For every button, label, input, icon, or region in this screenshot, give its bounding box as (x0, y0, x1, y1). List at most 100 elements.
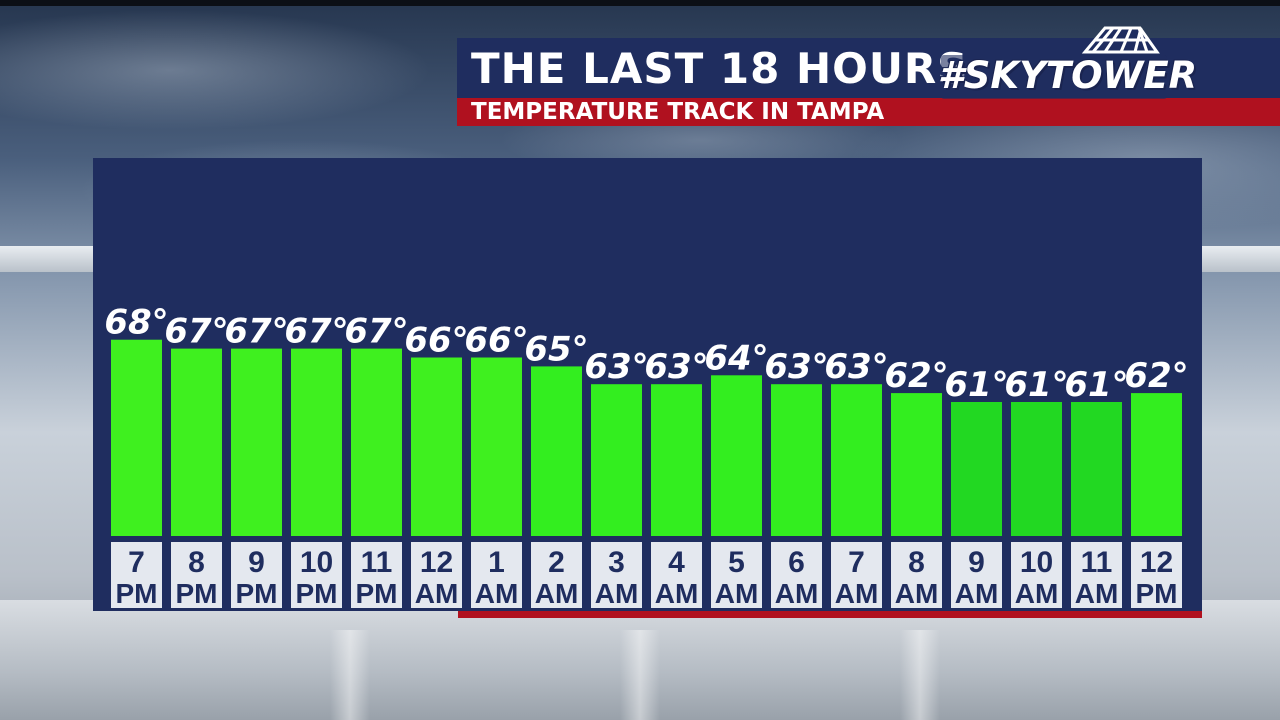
hour-tick-label: 11 (361, 546, 393, 579)
subtitle-banner (457, 98, 1280, 126)
hour-tick-label: 11 (1081, 546, 1113, 579)
temperature-bar (411, 357, 462, 536)
temperature-bar (171, 348, 222, 536)
left-rail (0, 246, 93, 272)
panel-accent-bar (458, 611, 1202, 618)
bar-value-label: 61° (944, 365, 1008, 405)
floor-ridge (330, 630, 370, 720)
meridiem-tick-label: PM (116, 578, 158, 609)
meridiem-tick-label: AM (475, 578, 519, 609)
top-strip (0, 0, 1280, 6)
temperature-bar (951, 402, 1002, 536)
bar-value-label: 64° (704, 338, 768, 378)
temperature-bar (231, 348, 282, 536)
bar-value-label: 67° (224, 312, 288, 352)
meridiem-tick-label: AM (415, 578, 459, 609)
logo-text: #SKYTOWER (938, 54, 1198, 97)
bar-value-label: 63° (764, 347, 828, 387)
meridiem-tick-label: PM (356, 578, 398, 609)
bar-value-label: 67° (284, 312, 348, 352)
hour-label-box (171, 542, 222, 608)
temperature-bar (471, 357, 522, 536)
hour-tick-label: 10 (1020, 546, 1053, 579)
hour-tick-label: 9 (968, 546, 985, 579)
hour-label-box (891, 542, 942, 608)
hour-label-box (1011, 542, 1062, 608)
bar-value-label: 63° (584, 347, 648, 387)
hour-tick-label: 12 (1140, 546, 1173, 579)
meridiem-tick-label: AM (835, 578, 879, 609)
hour-tick-label: 2 (548, 546, 565, 579)
temperature-bar (711, 375, 762, 536)
meridiem-tick-label: AM (1075, 578, 1119, 609)
tower-dome-icon (1081, 26, 1160, 54)
bar-value-label: 66° (464, 321, 528, 361)
floor-ridge (620, 630, 660, 720)
hour-tick-label: 10 (300, 546, 333, 579)
bar-value-label: 68° (104, 303, 168, 343)
bar-value-label: 65° (524, 329, 588, 369)
temperature-bar (891, 393, 942, 536)
temperature-bar (591, 384, 642, 536)
meridiem-tick-label: AM (895, 578, 939, 609)
bar-value-label: 63° (644, 347, 708, 387)
bar-value-label: 62° (884, 356, 948, 396)
hour-label-box (831, 542, 882, 608)
hour-label-box (111, 542, 162, 608)
bar-value-label: 61° (1004, 365, 1068, 405)
temperature-bar (111, 339, 162, 536)
bar-value-label: 67° (344, 312, 408, 352)
hour-tick-label: 8 (188, 546, 205, 579)
hour-tick-label: 9 (248, 546, 265, 579)
hour-tick-label: 7 (848, 546, 865, 579)
floor-ridge (900, 630, 940, 720)
temperature-bar (291, 348, 342, 536)
temperature-bar (771, 384, 822, 536)
hour-tick-label: 7 (128, 546, 145, 579)
skytower-logo-icon (941, 26, 1167, 99)
meridiem-tick-label: AM (1015, 578, 1059, 609)
bar-value-label: 67° (164, 312, 228, 352)
hour-label-box (291, 542, 342, 608)
temperature-bar (351, 348, 402, 536)
hour-label-box (531, 542, 582, 608)
hour-label-box (951, 542, 1002, 608)
bar-value-label: 66° (404, 321, 468, 361)
hour-label-box (771, 542, 822, 608)
meridiem-tick-label: AM (715, 578, 759, 609)
hour-label-box (711, 542, 762, 608)
temperature-bar (1011, 402, 1062, 536)
hour-tick-label: 8 (908, 546, 925, 579)
studio-floor (0, 600, 1280, 720)
meridiem-tick-label: AM (595, 578, 639, 609)
hour-tick-label: 1 (488, 546, 505, 579)
hour-tick-label: 3 (608, 546, 625, 579)
hour-label-box (231, 542, 282, 608)
meridiem-tick-label: PM (236, 578, 278, 609)
meridiem-tick-label: AM (775, 578, 819, 609)
right-rail (1202, 246, 1280, 272)
chart-subtitle: TEMPERATURE TRACK IN TAMPA (471, 99, 885, 125)
hour-label-box (471, 542, 522, 608)
bar-value-label: 62° (1124, 356, 1188, 396)
temperature-bar (651, 384, 702, 536)
temperature-bar (531, 366, 582, 536)
temperature-bar (1071, 402, 1122, 536)
hour-label-box (411, 542, 462, 608)
bar-value-label: 63° (824, 347, 888, 387)
hour-label-box (1131, 542, 1182, 608)
meridiem-tick-label: PM (176, 578, 218, 609)
hour-tick-label: 4 (668, 546, 685, 579)
meridiem-tick-label: AM (535, 578, 579, 609)
temperature-bar (1131, 393, 1182, 536)
meridiem-tick-label: PM (1136, 578, 1178, 609)
meridiem-tick-label: AM (955, 578, 999, 609)
hour-label-box (351, 542, 402, 608)
temperature-bar-chart: 68°67°67°67°67°66°66°65°63°63°64°63°63°6… (104, 303, 1188, 609)
hour-tick-label: 12 (420, 546, 453, 579)
hour-label-box (651, 542, 702, 608)
chart-title: THE LAST 18 HOURS (471, 44, 969, 93)
hour-label-box (591, 542, 642, 608)
hour-tick-label: 6 (788, 546, 805, 579)
meridiem-tick-label: AM (655, 578, 699, 609)
